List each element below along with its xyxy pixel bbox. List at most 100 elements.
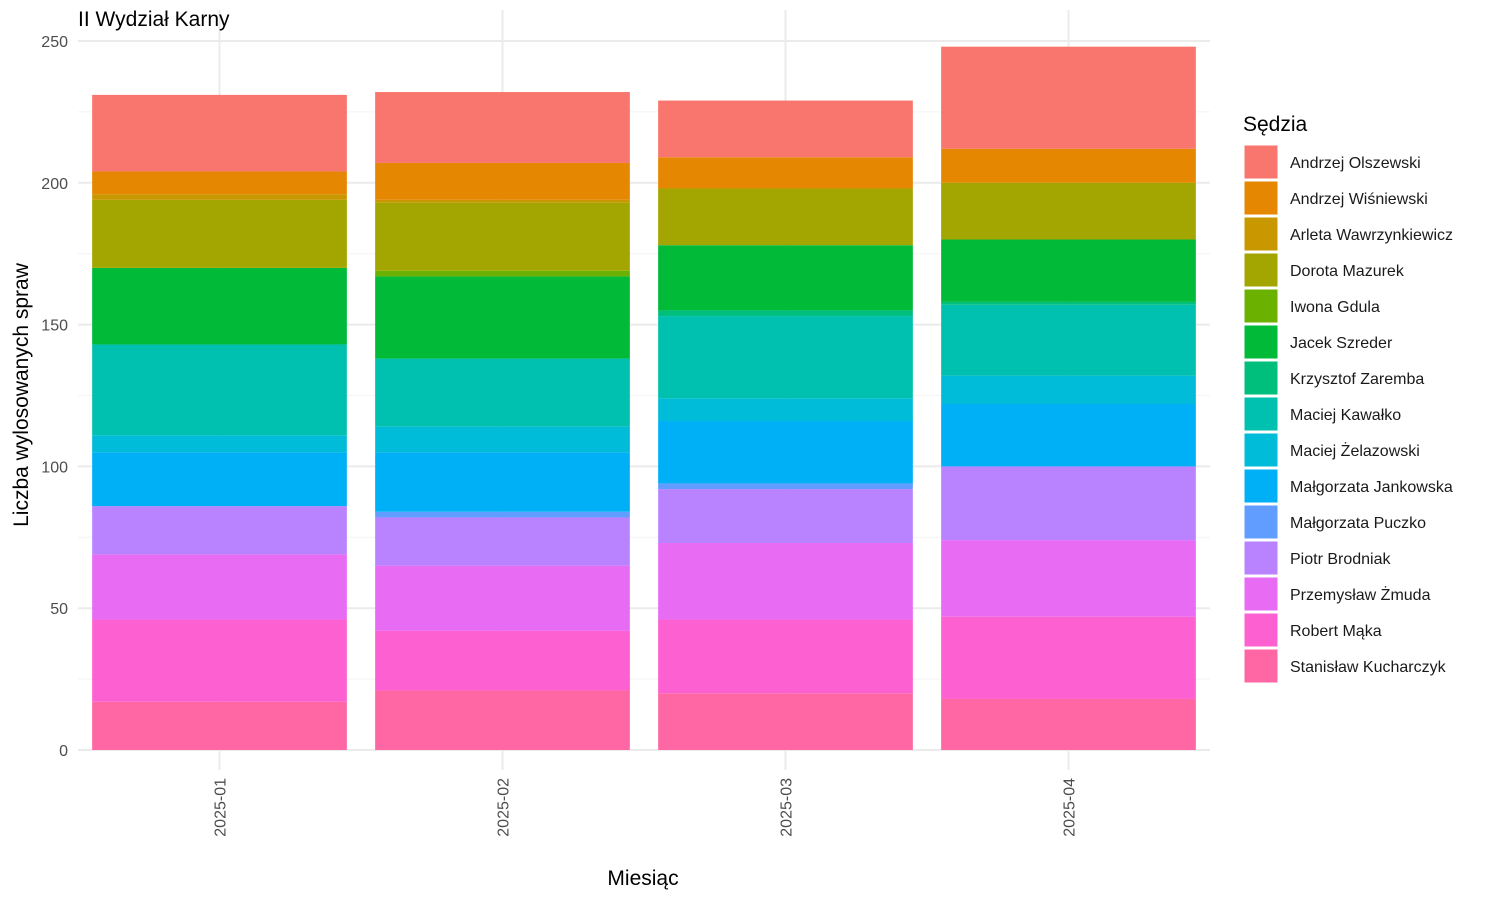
- y-tick-label: 100: [41, 459, 68, 476]
- bar-segment: [92, 701, 347, 750]
- legend-key: [1243, 432, 1279, 468]
- legend-label: Jacek Szreder: [1290, 335, 1393, 352]
- legend-label: Dorota Mazurek: [1290, 263, 1405, 280]
- bar-segment: [375, 565, 630, 631]
- legend-label: Andrzej Wiśniewski: [1290, 191, 1428, 208]
- bar-segment: [941, 540, 1196, 617]
- bar-segment: [375, 426, 630, 453]
- bar-segment: [941, 466, 1196, 541]
- bar-segment: [92, 171, 347, 195]
- bar-segment: [92, 267, 347, 345]
- y-axis-title: Liczba wylosowanych spraw: [10, 262, 33, 527]
- legend-key: [1243, 144, 1279, 180]
- bar-segment: [941, 182, 1196, 240]
- bar-segment: [375, 162, 630, 200]
- legend-key: [1243, 396, 1279, 432]
- x-tick-label: 2025-02: [496, 778, 513, 837]
- bar-segment: [658, 483, 913, 490]
- bar-segment: [941, 148, 1196, 183]
- y-tick-label: 250: [41, 34, 68, 51]
- legend-key: [1243, 612, 1279, 648]
- legend-label: Małgorzata Puczko: [1290, 515, 1426, 532]
- bar-segment: [941, 46, 1196, 149]
- bar-segment: [941, 375, 1196, 405]
- bar-segment: [375, 690, 630, 750]
- legend-key: [1243, 576, 1279, 612]
- bar-segment: [658, 310, 913, 317]
- legend-label: Przemysław Żmuda: [1290, 585, 1431, 604]
- bar-segment: [658, 421, 913, 484]
- legend-key: [1243, 468, 1279, 504]
- bar-segment: [658, 188, 913, 246]
- x-tick-label: 2025-03: [779, 778, 796, 837]
- bar-segment: [658, 398, 913, 422]
- bar-segment: [941, 404, 1196, 467]
- bar-segment: [375, 630, 630, 691]
- legend-key: [1243, 180, 1279, 216]
- legend-title: Sędzia: [1243, 113, 1308, 136]
- legend-label: Robert Mąka: [1290, 623, 1382, 640]
- bar-segment: [941, 239, 1196, 302]
- bar-segment: [658, 489, 913, 543]
- bar-segment: [658, 316, 913, 399]
- bar-segment: [92, 506, 347, 555]
- bar-segment: [92, 94, 347, 172]
- bar-segment: [375, 276, 630, 359]
- bar-segment: [375, 452, 630, 512]
- legend-label: Stanisław Kucharczyk: [1290, 659, 1447, 676]
- y-tick-label: 200: [41, 176, 68, 193]
- bar-segment: [375, 199, 630, 203]
- bar-segment: [375, 511, 630, 518]
- y-tick-label: 0: [59, 743, 68, 760]
- bar-segment: [658, 542, 913, 620]
- bar-segment: [92, 344, 347, 436]
- bar-segment: [375, 202, 630, 271]
- bar-segment: [92, 619, 347, 702]
- legend-label: Iwona Gdula: [1290, 299, 1380, 316]
- legend-label: Krzysztof Zaremba: [1290, 371, 1424, 388]
- bar-segment: [658, 157, 913, 189]
- y-tick-label: 150: [41, 318, 68, 335]
- legend-label: Maciej Żelazowski: [1290, 441, 1420, 460]
- bar-segment: [375, 358, 630, 427]
- bar-segment: [92, 554, 347, 620]
- bar-segment: [658, 693, 913, 750]
- bar-segment: [658, 100, 913, 158]
- bar-segment: [941, 301, 1196, 305]
- y-axis-ticks: 0 50 100 150 200 250: [41, 34, 68, 760]
- legend-key: [1243, 648, 1279, 684]
- bar-segment: [375, 517, 630, 566]
- legend-key: [1243, 504, 1279, 540]
- bar-segment: [658, 245, 913, 311]
- legend-label: Małgorzata Jankowska: [1290, 479, 1453, 496]
- legend-key: [1243, 324, 1279, 360]
- x-axis-title: Miesiąc: [607, 867, 678, 890]
- bar-segment: [375, 92, 630, 163]
- legend-label: Piotr Brodniak: [1290, 551, 1391, 568]
- legend-label: Andrzej Olszewski: [1290, 155, 1421, 172]
- legend-key: [1243, 540, 1279, 576]
- legend-key: [1243, 360, 1279, 396]
- bar-segment: [941, 304, 1196, 376]
- y-tick-label: 50: [50, 601, 68, 618]
- bar-segment: [92, 194, 347, 200]
- bar-segment: [92, 435, 347, 453]
- bars: [92, 46, 1196, 750]
- legend-key: [1243, 216, 1279, 252]
- bar-segment: [92, 199, 347, 268]
- legend-key: [1243, 288, 1279, 324]
- x-tick-label: 2025-04: [1062, 778, 1079, 837]
- bar-segment: [92, 452, 347, 507]
- bar-segment: [658, 619, 913, 694]
- x-tick-label: 2025-01: [213, 778, 230, 837]
- bar-segment: [375, 270, 630, 277]
- x-axis-ticks: 2025-01 2025-02 2025-03 2025-04: [213, 778, 1079, 837]
- legend-label: Maciej Kawałko: [1290, 407, 1401, 424]
- chart-title: II Wydział Karny: [78, 8, 230, 31]
- legend-key: [1243, 252, 1279, 288]
- bar-segment: [941, 698, 1196, 750]
- bar-segment: [941, 616, 1196, 699]
- legend-label: Arleta Wawrzynkiewicz: [1290, 227, 1453, 244]
- legend: Sędzia Andrzej Olszewski Andrzej Wiśniews…: [1243, 113, 1453, 684]
